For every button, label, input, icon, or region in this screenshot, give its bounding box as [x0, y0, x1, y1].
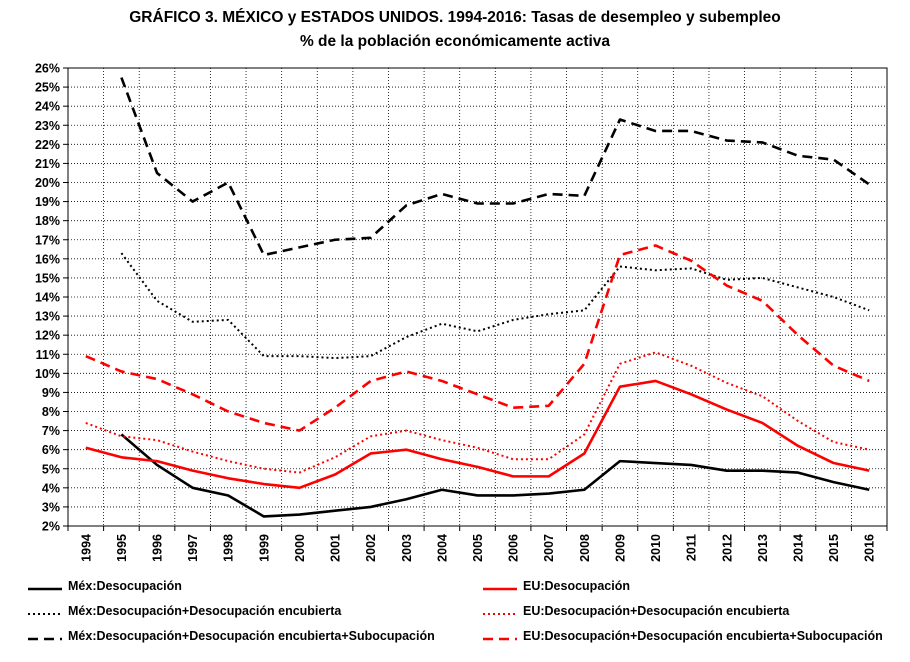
x-tick-label: 2014: [791, 534, 805, 562]
y-tick-label: 22%: [35, 138, 60, 152]
y-tick-label: 18%: [35, 214, 60, 228]
x-tick-label: 2003: [400, 534, 414, 562]
axes: [63, 67, 888, 531]
x-tick-label: 2001: [329, 534, 343, 562]
y-tick-label: 11%: [36, 348, 60, 362]
y-tick-label: 8%: [42, 405, 60, 419]
y-tick-label: 4%: [42, 481, 60, 495]
x-tick-label: 2007: [542, 534, 556, 562]
x-tick-label: 2015: [827, 534, 841, 562]
x-tick-label: 2004: [435, 534, 449, 562]
y-tick-label: 6%: [42, 443, 60, 457]
series-lines: [85, 77, 870, 518]
y-tick-label: 10%: [35, 367, 60, 381]
x-tick-label: 2002: [364, 534, 378, 562]
x-tick-label: 1997: [186, 534, 200, 562]
chart-subtitle: % de la población económicamente activa: [299, 33, 611, 50]
y-tick-label: 25%: [35, 81, 60, 95]
y-tick-label: 5%: [42, 462, 60, 476]
series-line-0: [120, 433, 870, 518]
y-tick-label: 12%: [35, 329, 60, 343]
series-line-4: [120, 77, 870, 257]
y-tick-label: 7%: [42, 424, 60, 438]
x-tick-labels: 1994 1995 1996 1997 1998 1999 2000 2001 2002 2003…: [79, 534, 876, 562]
series-line-3: [85, 351, 870, 474]
y-tick-label: 21%: [35, 157, 60, 171]
y-tick-label: 23%: [35, 119, 60, 133]
y-tick-label: 26%: [35, 62, 60, 76]
y-tick-label: 14%: [35, 291, 60, 305]
x-tick-label: 1998: [222, 534, 236, 562]
x-tick-label: 2012: [720, 534, 734, 562]
x-tick-label: 1994: [79, 534, 93, 562]
grid: [68, 67, 887, 527]
x-tick-label: 2009: [613, 534, 627, 562]
y-tick-label: 3%: [42, 500, 60, 514]
x-tick-label: 2000: [293, 534, 307, 562]
x-tick-label: 1996: [151, 534, 165, 562]
y-tick-label: 15%: [35, 271, 60, 285]
y-tick-label: 9%: [42, 386, 60, 400]
series-line-1: [85, 379, 870, 490]
x-tick-label: 1999: [257, 534, 271, 562]
x-tick-label: 2013: [756, 534, 770, 562]
y-tick-label: 2%: [42, 520, 60, 534]
y-tick-label: 20%: [35, 176, 60, 190]
plot-frame: [67, 67, 888, 527]
x-tick-label: 2011: [685, 534, 699, 561]
y-tick-labels: 2% 3% 4% 5% 6% 7% 8% 9% 10% 11% 12% 13% 14% 15% 16% 17%…: [35, 62, 60, 534]
y-tick-label: 13%: [35, 310, 60, 324]
y-tick-label: 24%: [35, 100, 60, 114]
y-tick-label: 17%: [35, 233, 60, 247]
x-tick-label: 2005: [471, 534, 485, 562]
y-tick-label: 16%: [35, 252, 60, 266]
y-tick-label: 19%: [35, 195, 60, 209]
x-tick-label: 2016: [863, 534, 877, 562]
series-line-5: [85, 244, 870, 432]
x-tick-label: 2010: [649, 534, 663, 562]
x-tick-label: 2008: [578, 534, 592, 562]
x-tick-label: 2006: [507, 534, 521, 562]
x-tick-label: 1995: [115, 534, 129, 562]
series-line-2: [120, 252, 870, 360]
chart-title: GRÁFICO 3. MÉXICO y ESTADOS UNIDOS. 1994…: [129, 9, 781, 26]
